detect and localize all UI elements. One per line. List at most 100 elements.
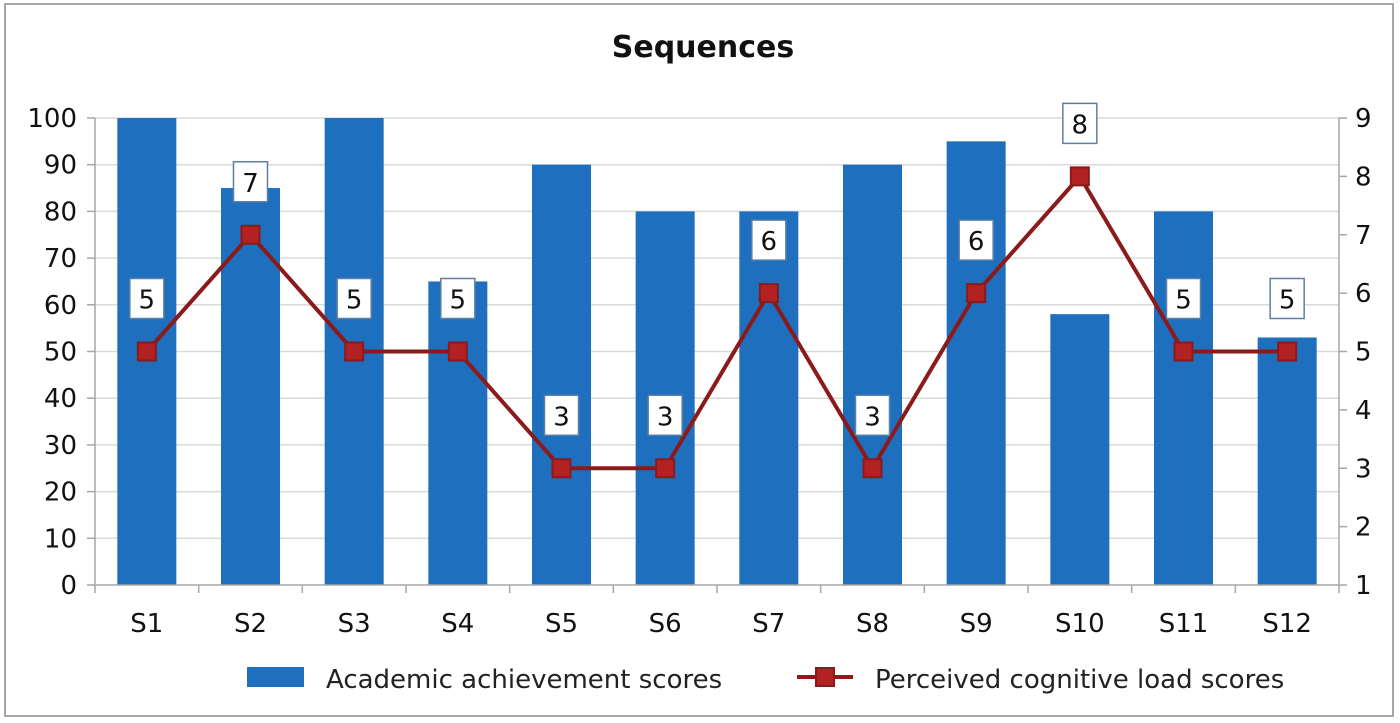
data-label-s12: 5 [1269, 277, 1305, 320]
data-label-s2: 7 [232, 161, 269, 203]
data-label-text: 8 [1072, 110, 1089, 140]
chart-title: Sequences [612, 30, 794, 65]
legend-item-cognitive: Perceived cognitive load scores [797, 665, 1284, 695]
data-label-text: 3 [657, 402, 674, 432]
gridlines [95, 117, 1339, 540]
marker-s7 [758, 283, 779, 304]
bar-s2 [221, 188, 280, 586]
legend-label: Perceived cognitive load scores [875, 665, 1284, 695]
y-left-tick-label: 20 [44, 478, 77, 508]
marker-s9 [966, 283, 987, 304]
x-tick-label: S7 [752, 609, 785, 639]
y-left-tick-label: 70 [44, 244, 77, 274]
legend-label: Academic achievement scores [326, 665, 722, 695]
marker-s10 [1069, 166, 1090, 187]
data-label-box [543, 394, 580, 436]
data-label-s8: 3 [854, 394, 891, 436]
y-right-tick-label: 8 [1355, 162, 1372, 192]
marker-s2 [240, 224, 261, 245]
data-label-s3: 5 [336, 277, 372, 320]
y-left-tick-label: 80 [44, 197, 77, 227]
bar-s7 [739, 211, 799, 585]
axes: 0 10 20 30 40 50 60 70 80 90 100 1 2 3 4 5 6 7 8 9 S1 S2 S3 S4 S… [27, 104, 1371, 639]
y-right-tick-label: 3 [1355, 454, 1372, 484]
marker-s1 [136, 341, 157, 362]
x-tick-label: S8 [856, 609, 889, 639]
data-label-text: 7 [242, 169, 259, 199]
marker-s12 [1277, 341, 1298, 362]
bar-s5 [532, 164, 591, 585]
data-label-box [1165, 277, 1202, 320]
data-label-box [232, 161, 269, 203]
data-label-text: 5 [346, 286, 363, 316]
data-label-box [336, 277, 372, 320]
y-left-tick-label: 60 [44, 291, 77, 321]
data-label-text: 5 [139, 286, 156, 316]
marker-s6 [655, 458, 676, 479]
data-label-text: 5 [450, 286, 467, 316]
data-label-box [1269, 277, 1305, 320]
data-label-box [751, 219, 787, 261]
bar-s4 [428, 281, 488, 585]
bar-s12 [1257, 337, 1317, 585]
marker-s4 [447, 341, 468, 362]
data-label-box [129, 277, 165, 320]
data-label-s5: 3 [543, 394, 580, 436]
data-label-s10: 8 [1062, 102, 1098, 145]
data-label-box [854, 394, 891, 436]
y-right-tick-label: 7 [1355, 221, 1372, 251]
line-series [136, 166, 1298, 479]
data-label-s9: 6 [958, 219, 994, 261]
y-left-tick-label: 100 [27, 104, 77, 134]
bar-s10 [1050, 314, 1110, 585]
data-label-s7: 6 [751, 219, 787, 261]
y-left-tick-label: 90 [44, 151, 77, 181]
data-label-text: 5 [1279, 286, 1296, 316]
y-right-tick-label: 6 [1355, 279, 1372, 309]
x-tick-label: S10 [1055, 609, 1105, 639]
data-label-s6: 3 [647, 394, 683, 436]
data-label-box [958, 219, 994, 261]
data-label-s1: 5 [129, 277, 165, 320]
data-label-text: 6 [968, 227, 985, 257]
y-right-tick-label: 5 [1355, 338, 1372, 368]
y-left-tick-label: 10 [44, 524, 77, 554]
y-right-tick-label: 2 [1355, 513, 1372, 543]
legend-swatch-marker [815, 667, 835, 687]
y-left-tick-label: 50 [44, 338, 77, 368]
legend: Academic achievement scores Perceived cog… [247, 665, 1284, 695]
y-right-tick-label: 4 [1355, 396, 1372, 426]
data-label-text: 6 [761, 227, 778, 257]
data-label-text: 5 [1175, 286, 1192, 316]
x-tick-label: S1 [130, 609, 163, 639]
data-label-box [1062, 102, 1098, 145]
bar-s8 [843, 164, 902, 585]
x-tick-label: S3 [338, 609, 371, 639]
marker-s11 [1173, 341, 1194, 362]
data-label-s11: 5 [1165, 277, 1202, 320]
x-tick-label: S12 [1262, 609, 1312, 639]
data-label-text: 3 [864, 402, 881, 432]
x-tick-label: S5 [545, 609, 578, 639]
bar-s9 [946, 141, 1006, 585]
y-left-tick-label: 30 [44, 431, 77, 461]
y-left-tick-label: 0 [60, 571, 77, 601]
y-right-tick-label: 1 [1355, 571, 1372, 601]
cognitive-load-line [145, 174, 1288, 471]
x-tick-label: S6 [649, 609, 682, 639]
legend-swatch-bar [247, 667, 304, 687]
bar-s11 [1154, 211, 1213, 585]
marker-s5 [551, 458, 572, 479]
data-labels: 5 7 5 5 3 3 6 3 6 8 5 5 [129, 102, 1305, 436]
data-label-box [440, 277, 476, 320]
marker-s3 [344, 341, 365, 362]
data-label-box [647, 394, 683, 436]
x-tick-label: S4 [441, 609, 474, 639]
data-label-s4: 5 [440, 277, 476, 320]
x-tick-label: S2 [234, 609, 267, 639]
y-right-tick-label: 9 [1355, 104, 1372, 134]
marker-s8 [862, 458, 883, 479]
data-label-text: 3 [553, 402, 570, 432]
x-tick-label: S9 [960, 609, 993, 639]
